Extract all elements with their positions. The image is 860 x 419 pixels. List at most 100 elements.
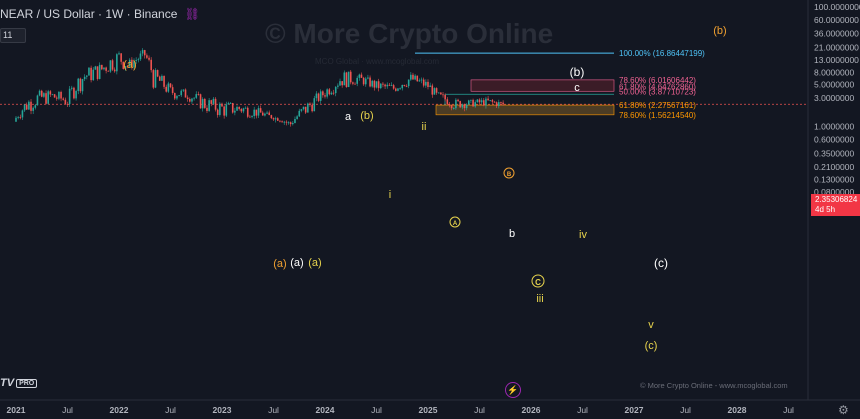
wave-label: b (509, 228, 515, 240)
wave-label: iii (536, 293, 543, 305)
candle-body (435, 88, 438, 93)
candle-body (399, 88, 401, 90)
candle-body (392, 85, 395, 89)
candle-body (92, 69, 95, 81)
wave-label: v (648, 319, 654, 331)
candle-body (135, 60, 137, 61)
candle-body (330, 92, 333, 95)
time-tick-label: Jul (474, 405, 485, 415)
price-tick-label: 36.0000000 (814, 28, 859, 38)
candle-body (167, 83, 170, 92)
candle-body (83, 76, 86, 80)
candle-body (467, 100, 470, 105)
time-tick-label: Jul (577, 405, 588, 415)
fib-level-label: 61.80% (4.64762860) (619, 83, 696, 92)
candle-body (244, 107, 247, 109)
time-tick-label: Jul (165, 405, 176, 415)
candle-body (184, 89, 187, 98)
candle-body (362, 77, 365, 85)
gear-icon[interactable]: ⚙ (838, 403, 849, 417)
candle-body (15, 117, 17, 122)
candle-body (58, 91, 60, 99)
wave-label: (a) (308, 257, 321, 269)
chain-link-icon[interactable]: ⛓ (184, 7, 200, 21)
candle-body (231, 102, 234, 113)
symbol-header[interactable]: NEAR / US Dollar · 1W · Binance ⛓ (0, 7, 200, 21)
candle-body (122, 61, 125, 69)
candle-body (401, 84, 404, 89)
candle-body (311, 104, 313, 112)
candle-body (289, 122, 292, 125)
candle-body (240, 108, 243, 112)
candle-body (204, 98, 206, 108)
candle-body (148, 57, 150, 60)
candle-body (470, 99, 472, 101)
wave-label: a (345, 111, 352, 123)
candle-body (302, 106, 305, 110)
candle-body (476, 99, 479, 103)
candle-body (268, 112, 271, 116)
candle-body (118, 53, 120, 55)
candle-body (345, 72, 348, 87)
candle-body (64, 99, 67, 105)
candle-body (266, 112, 268, 114)
candle-body (212, 98, 215, 104)
wave-label: iv (579, 229, 587, 241)
candle-body (128, 59, 131, 67)
candle-body (261, 112, 264, 116)
wave-marker-circle (531, 274, 545, 288)
fib-support-zone (435, 104, 615, 116)
time-tick-label: Jul (680, 405, 691, 415)
candle-body (225, 104, 228, 116)
candle-body (126, 66, 129, 68)
candle-body (23, 104, 26, 111)
candle-body (73, 87, 75, 99)
price-tick-label: 1.0000000 (814, 121, 854, 131)
candle-body (444, 94, 446, 100)
candle-body (199, 94, 202, 109)
candle-body (36, 95, 39, 106)
candle-body (197, 94, 200, 95)
candle-body (270, 115, 273, 119)
candle-body (274, 118, 277, 120)
candle-body (367, 77, 369, 79)
candle-body (161, 75, 163, 81)
candle-body (191, 98, 193, 102)
interval-value: 11 (3, 30, 13, 40)
bar-countdown: 4d 5h (815, 205, 836, 214)
candle-body (489, 100, 492, 101)
candle-body (189, 98, 191, 102)
candle-body (53, 94, 56, 98)
candle-body (337, 85, 339, 87)
candle-body (296, 116, 298, 120)
candle-body (206, 107, 208, 111)
candle-body (238, 106, 240, 109)
fib-level-label: 100.00% (16.86447199) (619, 49, 705, 58)
candle-body (343, 72, 346, 86)
candle-body (356, 77, 358, 84)
candle-body (403, 84, 406, 86)
tradingview-logo[interactable]: TV PRO (0, 377, 38, 389)
candle-body (352, 82, 354, 84)
time-tick-label: Jul (371, 405, 382, 415)
interval-badge[interactable]: 11 (0, 28, 26, 43)
candle-body (201, 98, 204, 109)
candle-body (388, 84, 391, 86)
candle-body (124, 66, 127, 69)
lightning-icon[interactable]: ⚡ (505, 382, 521, 398)
candle-body (178, 95, 180, 97)
candle-body (103, 67, 105, 70)
candle-body (292, 123, 294, 125)
wave-label: i (389, 189, 391, 201)
candle-body (328, 89, 331, 95)
candle-body (30, 101, 32, 111)
candle-body (143, 50, 146, 56)
candle-body (152, 70, 155, 88)
candle-body (281, 121, 283, 123)
candle-body (371, 80, 374, 87)
candle-body (276, 118, 279, 121)
candle-body (427, 81, 429, 87)
price-tick-label: 13.0000000 (814, 55, 859, 65)
candle-body (285, 121, 288, 123)
